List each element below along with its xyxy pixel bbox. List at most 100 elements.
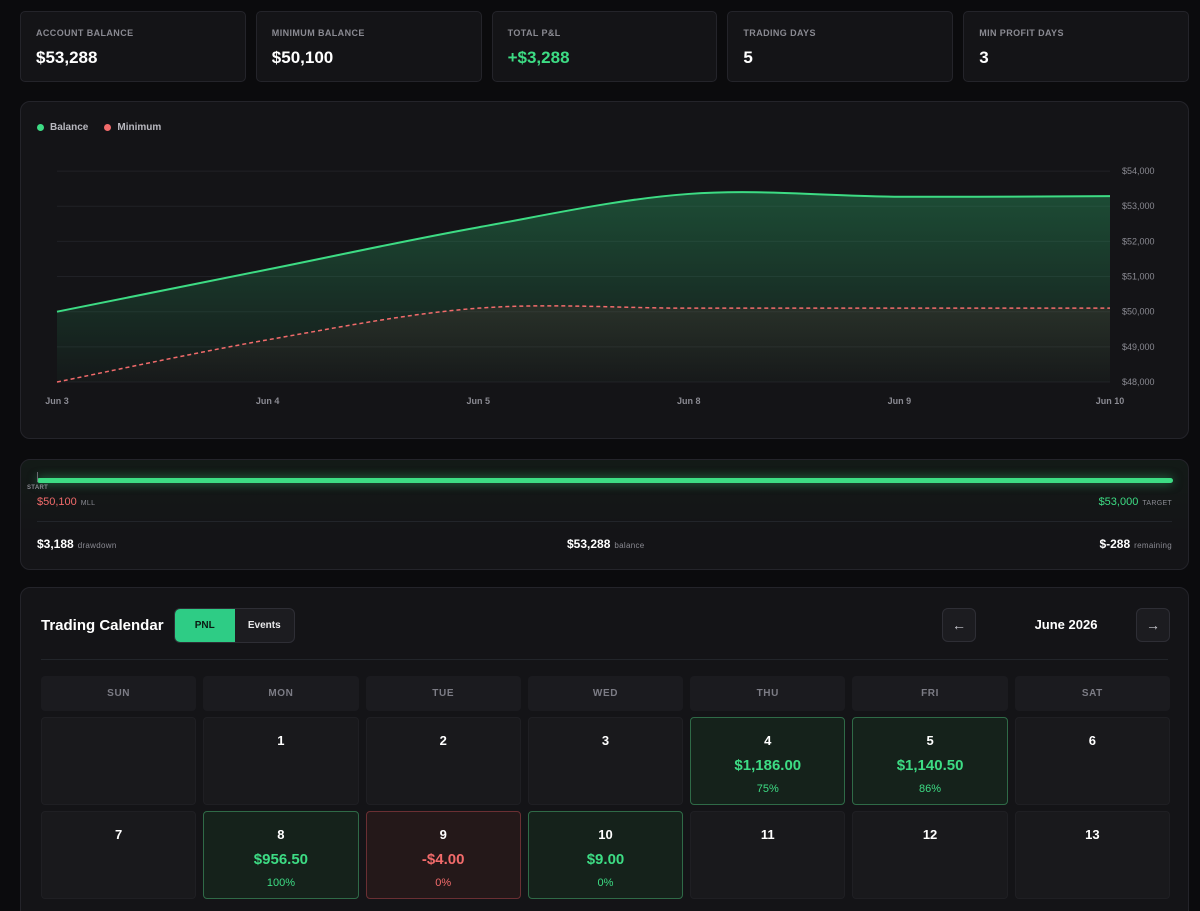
toggle-pnl[interactable]: PNL [175, 609, 235, 642]
legend-dot-balance [37, 124, 44, 131]
calendar-day[interactable]: 9 -$4.00 0% [365, 811, 521, 899]
day-pnl: $1,186.00 [734, 757, 802, 774]
calendar-day[interactable]: 2 [365, 717, 521, 805]
day-number: 2 [439, 733, 447, 748]
calendar-day[interactable]: 3 [527, 717, 684, 805]
legend-label-balance: Balance [50, 122, 89, 133]
day-win-rate: 0% [435, 877, 452, 889]
stat-label: MIN PROFIT DAYS [979, 28, 1064, 38]
series-line-balance [56, 191, 1111, 313]
x-tick-label: Jun 10 [1096, 396, 1125, 406]
stats-row: ACCOUNT BALANCE $53,288 MINIMUM BALANCE … [20, 11, 1189, 82]
x-tick-label: Jun 5 [466, 396, 490, 406]
weekday-header: SAT [1014, 676, 1170, 711]
balance-chart: $48,000 $49,000 $50,000 $51,000 $52,000 $53,0… [45, 166, 1155, 406]
calendar-day[interactable]: 11 [690, 811, 846, 899]
calendar-day[interactable]: 5 $1,140.50 86% [852, 717, 1008, 805]
y-tick-label: $48,000 [1122, 377, 1155, 387]
stat-label: TOTAL P&L [507, 28, 561, 38]
arrow-left-icon: ← [952, 617, 966, 633]
day-number: 5 [926, 733, 934, 748]
drawdown-value: $3,188 [37, 537, 74, 551]
legend-item-balance[interactable]: Balance [37, 122, 88, 133]
balance-chart-panel: Balance Minimum $48,000 $49,000 $50,000 $51… [20, 101, 1189, 439]
day-number: 13 [1085, 827, 1100, 842]
weekday-header: MON [203, 676, 359, 711]
toggle-events[interactable]: Events [247, 620, 281, 631]
series-area-minimum [57, 305, 1110, 382]
series-line-minimum [56, 305, 1110, 383]
calendar-day[interactable]: 6 [1014, 717, 1170, 805]
calendar-day[interactable]: 1 [203, 717, 359, 805]
y-tick-label: $51,000 [1122, 272, 1155, 282]
remaining-label: remaining [1134, 541, 1172, 550]
stat-card-total-pnl: TOTAL P&L +$3,288 [491, 11, 718, 82]
drawdown-progress-track [37, 478, 1173, 483]
calendar-day[interactable]: 10 $9.00 0% [527, 811, 684, 899]
day-number: 8 [277, 827, 285, 842]
stat-value: +$3,288 [507, 48, 570, 67]
view-toggle: PNL Events [174, 608, 295, 643]
drawdown-metric: $3,188 drawdown [37, 537, 117, 551]
day-number: 1 [277, 733, 285, 748]
legend-item-minimum[interactable]: Minimum [104, 122, 161, 133]
trading-calendar: Trading Calendar PNL Events ← June 2026 … [20, 587, 1189, 911]
day-number: 9 [439, 827, 447, 842]
day-number: 12 [922, 827, 938, 842]
drawdown-panel: START $50,100 MLL $53,000 TARGET $3,188 dra… [20, 459, 1189, 570]
month-label: June 2026 [1034, 617, 1098, 632]
stat-label: TRADING DAYS [743, 28, 816, 38]
balance-value: $53,288 [567, 537, 611, 551]
target-label: TARGET [1142, 500, 1172, 507]
y-tick-label: $52,000 [1122, 236, 1155, 246]
day-number: 3 [601, 733, 610, 748]
weekday-header: FRI [852, 676, 1008, 711]
day-number: 6 [1088, 733, 1096, 748]
calendar-day[interactable]: 13 [1014, 811, 1170, 899]
calendar-title: Trading Calendar [41, 617, 164, 634]
calendar-day[interactable]: 7 [41, 811, 197, 899]
remaining-value: $-288 [1099, 537, 1131, 551]
mll-value: $50,100 [37, 496, 77, 508]
divider [37, 521, 1172, 522]
day-number: 7 [115, 827, 123, 842]
remaining-metric: $-288 remaining [1099, 537, 1172, 551]
prev-month-button[interactable]: ← [942, 608, 976, 642]
x-tick-label: Jun 3 [45, 396, 69, 406]
weekday-header: THU [690, 676, 846, 711]
calendar-day-empty [41, 717, 197, 805]
stat-card-minimum-balance: MINIMUM BALANCE $50,100 [255, 11, 482, 82]
calendar-day[interactable]: 4 $1,186.00 75% [690, 717, 846, 805]
legend-dot-minimum [104, 124, 112, 131]
day-number: 4 [764, 733, 772, 748]
legend-label-minimum: Minimum [117, 122, 162, 133]
x-tick-label: Jun 4 [256, 396, 280, 406]
day-win-rate: 0% [597, 877, 614, 889]
stat-label: MINIMUM BALANCE [271, 28, 365, 38]
drawdown-label: drawdown [77, 541, 117, 550]
target-value: $53,000 [1098, 496, 1139, 508]
divider [41, 659, 1168, 660]
weekday-header: WED [527, 676, 684, 711]
y-tick-label: $54,000 [1122, 166, 1155, 176]
day-win-rate: 75% [756, 783, 779, 795]
x-tick-label: Jun 8 [677, 396, 701, 406]
stat-value: $50,100 [271, 48, 334, 67]
x-tick-label: Jun 9 [888, 396, 912, 406]
mll-readout: $50,100 MLL [37, 496, 95, 508]
stat-label: ACCOUNT BALANCE [36, 28, 134, 38]
weekday-header: TUE [365, 676, 521, 711]
balance-metric: $53,288 balance [567, 537, 645, 551]
next-month-button[interactable]: → [1136, 608, 1170, 642]
mll-label: MLL [80, 500, 96, 507]
drawdown-progress-fill [37, 478, 1173, 483]
day-number: 10 [598, 827, 613, 842]
calendar-day[interactable]: 8 $956.50 100% [203, 811, 359, 899]
day-pnl: $1,140.50 [896, 757, 964, 774]
day-pnl: $9.00 [586, 851, 625, 868]
balance-label: balance [614, 541, 645, 550]
y-tick-label: $53,000 [1122, 201, 1155, 211]
stat-value: 5 [743, 48, 753, 67]
calendar-day[interactable]: 12 [852, 811, 1008, 899]
day-pnl: -$4.00 [421, 851, 465, 868]
